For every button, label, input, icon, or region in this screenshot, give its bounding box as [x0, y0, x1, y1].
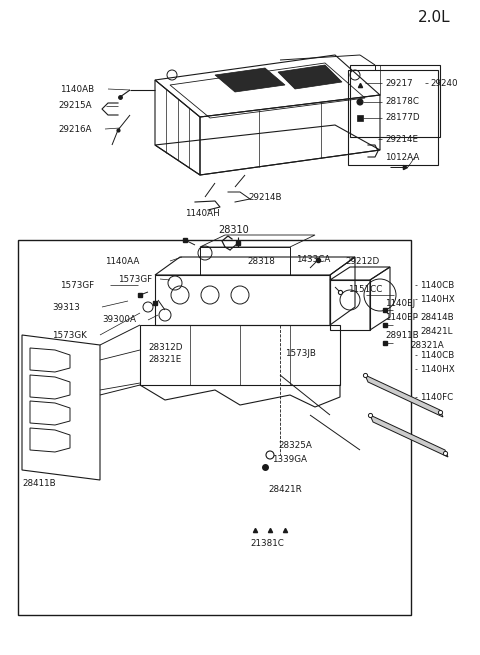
Text: 28414B: 28414B [420, 312, 454, 322]
Text: 29216A: 29216A [58, 124, 92, 134]
Circle shape [357, 99, 363, 105]
Text: 29217: 29217 [385, 79, 413, 88]
Text: 29214E: 29214E [385, 134, 418, 143]
Text: 29215A: 29215A [58, 102, 92, 111]
Text: 1140HX: 1140HX [420, 295, 455, 303]
Text: 1140CB: 1140CB [420, 280, 454, 290]
Text: 1140FC: 1140FC [420, 392, 453, 402]
Text: 28321A: 28321A [410, 341, 444, 350]
Text: 29212D: 29212D [345, 257, 379, 265]
Text: 28310: 28310 [218, 225, 249, 235]
Bar [18, 240, 411, 615]
Text: 28318: 28318 [247, 257, 275, 265]
Polygon shape [215, 68, 285, 92]
Text: 1573GF: 1573GF [118, 274, 152, 284]
Text: 28325A: 28325A [278, 441, 312, 449]
Text: 21381C: 21381C [250, 538, 284, 548]
Text: 1573GK: 1573GK [52, 331, 87, 339]
Text: 1012AA: 1012AA [385, 153, 420, 162]
Polygon shape [278, 65, 342, 89]
Text: 1433CA: 1433CA [296, 255, 330, 265]
Text: 1140AA: 1140AA [105, 257, 139, 265]
Bar [200, 247, 290, 275]
Text: 28421R: 28421R [268, 485, 302, 495]
Text: 2.0L: 2.0L [418, 10, 451, 26]
Text: 29240: 29240 [430, 79, 457, 88]
Text: 28178C: 28178C [385, 98, 419, 107]
Text: 1140HX: 1140HX [420, 364, 455, 373]
Bar [357, 115, 363, 121]
Text: 28411B: 28411B [22, 479, 56, 487]
Text: 1140AB: 1140AB [60, 84, 94, 94]
Text: 29214B: 29214B [248, 193, 281, 202]
Polygon shape [365, 375, 443, 417]
Text: 1140CB: 1140CB [420, 350, 454, 360]
Text: 39300A: 39300A [102, 316, 136, 324]
Bar [348, 70, 438, 165]
Text: 1339GA: 1339GA [272, 455, 307, 464]
Text: 1573GF: 1573GF [60, 280, 94, 290]
Bar [350, 65, 440, 137]
Text: 1151CC: 1151CC [348, 286, 383, 295]
Text: 1573JB: 1573JB [285, 348, 316, 358]
Text: 28421L: 28421L [420, 326, 453, 335]
Text: 1140AH: 1140AH [185, 208, 220, 217]
Text: 28177D: 28177D [385, 113, 420, 121]
Text: 1140EJ: 1140EJ [385, 299, 415, 307]
Polygon shape [370, 415, 448, 457]
Text: 28911B: 28911B [385, 331, 419, 339]
Text: 1140EP: 1140EP [385, 312, 418, 322]
Text: 28312D: 28312D [148, 343, 182, 352]
Text: 39313: 39313 [52, 303, 80, 312]
Text: 28321E: 28321E [148, 356, 181, 364]
